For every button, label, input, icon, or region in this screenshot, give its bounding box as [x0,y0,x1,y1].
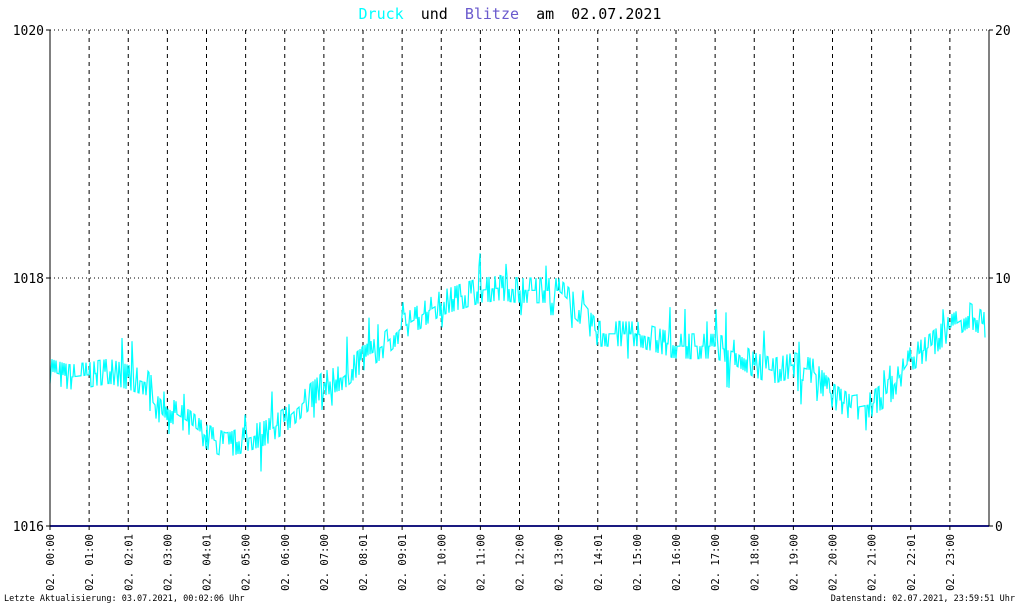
x-tick-label: 02. 13:00 [554,534,566,591]
x-tick-label: 02. 22:01 [906,534,918,591]
x-tick-label: 02. 06:00 [280,534,292,591]
x-tick-label: 02. 03:00 [162,534,174,591]
druck-series [49,253,986,472]
x-tick-label: 02. 09:01 [397,534,409,591]
x-tick-label: 02. 17:00 [710,534,722,591]
x-tick-label: 02. 16:00 [671,534,683,591]
x-tick-label: 02. 11:00 [475,534,487,591]
x-tick-label: 02. 20:00 [828,534,840,591]
right-tick-label: 0 [995,520,1003,535]
x-tick-label: 02. 00:00 [45,534,57,591]
right-tick-label: 20 [995,24,1011,39]
x-tick-label: 02. 08:01 [358,534,370,591]
left-tick-label: 1016 [13,520,44,535]
left-tick-label: 1020 [13,24,44,39]
title-blitze: Blitze [465,5,519,23]
x-tick-label: 02. 21:00 [867,534,879,591]
title-druck: Druck [359,5,404,23]
grid-lines [50,29,989,526]
title-und: und [421,5,448,23]
druck-line [49,253,986,472]
right-tick-label: 10 [995,272,1011,287]
title-am: am [536,5,554,23]
x-tick-label: 02. 01:00 [84,534,96,591]
x-tick-label: 02. 18:00 [749,534,761,591]
x-tick-label: 02. 10:00 [436,534,448,591]
footer-last-update: Letzte Aktualisierung: 03.07.2021, 00:02… [4,594,245,604]
chart-title: Druck und Blitze am 02.07.2021 [359,5,662,23]
title-date: 02.07.2021 [571,5,661,23]
x-tick-label: 02. 07:00 [319,534,331,591]
left-tick-label: 1018 [13,272,44,287]
x-tick-label: 02. 04:01 [202,534,214,591]
x-tick-label: 02. 02:01 [123,534,135,591]
x-tick-label: 02. 23:00 [945,534,957,591]
x-tick-label: 02. 19:00 [788,534,800,591]
x-tick-label: 02. 12:00 [515,534,527,591]
x-tick-label: 02. 05:00 [241,534,253,591]
x-tick-label: 02. 14:01 [593,534,605,591]
footer-data-status: Datenstand: 02.07.2021, 23:59:51 Uhr [831,594,1015,604]
x-tick-label: 02. 15:00 [632,534,644,591]
